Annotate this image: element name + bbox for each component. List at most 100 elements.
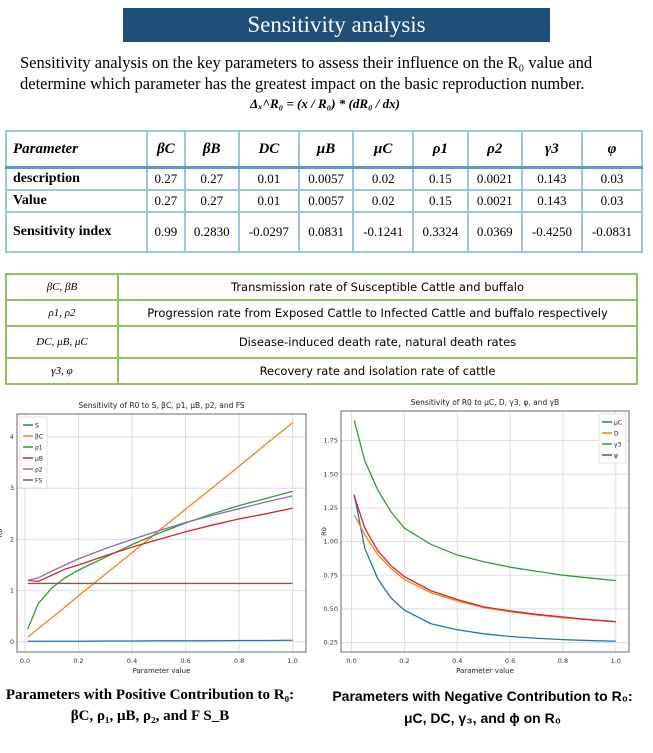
legend-label: FS	[35, 478, 42, 485]
header-cell: DC	[237, 130, 300, 169]
x-tick-label: 0.0	[346, 657, 356, 665]
x-axis-label: Parameter value	[133, 667, 191, 675]
header-cell: μB	[297, 130, 355, 169]
x-tick-label: 0.8	[234, 657, 244, 665]
value-cell: 0.27	[183, 189, 240, 213]
value-cell: 0.143	[520, 189, 583, 213]
series-line-1	[27, 422, 294, 638]
y-axis-label: R0	[320, 527, 328, 536]
chart-positive-contribution: 0.0 0.2 0.4 0.6 0.8 1.0 0 1 2 3 4 Sensitivity of R0…	[0, 401, 307, 675]
y-tick-label: 3	[10, 484, 14, 492]
x-axis-label: Parameter value	[456, 667, 514, 675]
value-cell: 0.03	[580, 166, 644, 191]
symbol-cell: ρ1, ρ2	[5, 299, 119, 327]
series-line-2	[353, 420, 616, 582]
legend-label: ρ2	[35, 467, 43, 474]
table-row: description 0.27 0.27 0.01 0.0057 0.02 0.15 0.0…	[4, 166, 644, 191]
legend-label: μC	[614, 420, 622, 427]
plot-frame	[16, 413, 307, 653]
value-cell: -0.4250	[520, 211, 583, 253]
value-cell: 0.3324	[412, 211, 469, 253]
value-cell: -0.1241	[352, 211, 415, 253]
chart-negative-contribution: 0.0 0.2 0.4 0.6 0.8 1.0 0.25 0.50 0.75 1.00 1.25 1.…	[320, 398, 630, 675]
x-tick-label: 0.0	[20, 657, 30, 665]
value-cell: 0.02	[352, 166, 415, 191]
caption-negative: Parameters with Negative Contribution to…	[332, 688, 633, 726]
y-tick-label: 1.00	[324, 538, 338, 546]
sensitivity-formula: Δₓ^R₀ = (x / R₀) * (dR₀ / dx)	[249, 96, 401, 111]
value-cell: 0.0057	[297, 189, 355, 213]
x-tick-label: 1.0	[611, 657, 621, 665]
header-cell: Parameter	[4, 130, 149, 169]
legend-label: μB	[35, 456, 43, 463]
legend-label: φ	[614, 453, 618, 460]
y-tick-label: 2	[10, 535, 14, 543]
value-cell: 0.27	[146, 166, 186, 191]
y-tick-label: 0.50	[324, 605, 338, 613]
y-tick-label: 0.75	[324, 571, 338, 579]
parameter-table: Parameter βC βB DC μB μC ρ1 ρ2 γ3 φ description 0.2…	[4, 130, 644, 253]
y-tick-label: 1.75	[324, 437, 338, 445]
x-tick-label: 0.4	[127, 657, 137, 665]
value-cell: -0.0297	[237, 211, 300, 253]
value-cell: 0.15	[412, 166, 469, 191]
value-cell: 0.0057	[297, 166, 355, 191]
value-cell: 0.0021	[466, 166, 523, 191]
x-tick-label: 0.6	[505, 657, 515, 665]
series-line-2	[27, 490, 293, 630]
intro-text: Sensitivity analysis on the key paramete…	[20, 53, 593, 93]
x-tick-label: 1.0	[287, 657, 297, 665]
parameter-description-table: βC, βB Transmission rate of Susceptible C…	[5, 273, 638, 385]
row-label: Sensitivity index	[4, 211, 149, 253]
value-cell: -0.0831	[580, 211, 644, 253]
table-row: DC, μB, μC Disease-induced death rate, na…	[5, 325, 638, 359]
x-tick-label: 0.4	[452, 657, 462, 665]
y-tick-label: 4	[10, 433, 14, 441]
legend-label: D	[614, 431, 619, 438]
y-axis-label: R0	[0, 529, 4, 538]
table-row: γ3, φ Recovery rate and isolation rate of…	[5, 357, 638, 385]
value-cell: 0.0021	[466, 189, 523, 213]
value-cell: 0.143	[520, 166, 583, 191]
header-cell: ρ1	[412, 130, 469, 169]
symbol-cell: DC, μB, μC	[5, 325, 119, 359]
description-cell: Progression rate from Exposed Cattle to …	[117, 299, 638, 327]
value-cell: 0.99	[146, 211, 186, 253]
series-line-1	[353, 514, 616, 623]
value-cell: 0.15	[412, 189, 469, 213]
description-cell: Recovery rate and isolation rate of catt…	[117, 357, 638, 385]
value-cell: 0.01	[237, 166, 300, 191]
table-row: ρ1, ρ2 Progression rate from Exposed Catt…	[5, 299, 638, 327]
value-cell: 0.0369	[466, 211, 523, 253]
description-cell: Disease-induced death rate, natural deat…	[117, 325, 638, 359]
x-tick-label: 0.2	[73, 657, 83, 665]
series-line-3	[27, 507, 293, 583]
y-tick-label: 1.25	[324, 504, 338, 512]
series-line-0	[27, 639, 293, 642]
x-tick-label: 0.8	[558, 657, 568, 665]
table-row: βC, βB Transmission rate of Susceptible C…	[5, 273, 638, 301]
series-line-4	[27, 495, 293, 581]
legend-label: γ3	[614, 442, 622, 449]
value-cell: 0.2830	[183, 211, 240, 253]
slide-title: Sensitivity analysis	[123, 8, 550, 42]
value-cell: 0.03	[580, 189, 644, 213]
header-cell: μC	[352, 130, 415, 169]
y-tick-label: 1	[10, 587, 14, 595]
symbol-cell: γ3, φ	[5, 357, 119, 385]
plot-frame	[340, 410, 630, 653]
series-line-0	[353, 494, 616, 642]
table-row: Value 0.27 0.27 0.01 0.0057 0.02 0.15 0.0021 0.1…	[4, 189, 644, 213]
value-cell: 0.27	[146, 189, 186, 213]
value-cell: 0.0831	[297, 211, 355, 253]
value-cell: 0.27	[183, 166, 240, 191]
legend-label: ρ1	[35, 445, 43, 452]
caption-positive: Parameters with Positive Contribution to…	[5, 687, 295, 724]
y-tick-label: 1.50	[324, 470, 338, 478]
x-tick-label: 0.6	[180, 657, 190, 665]
legend-label: S	[35, 423, 39, 430]
header-cell: ρ2	[466, 130, 523, 169]
row-label: Value	[4, 189, 149, 213]
y-tick-label: 0	[10, 638, 14, 646]
value-cell: 0.02	[352, 189, 415, 213]
